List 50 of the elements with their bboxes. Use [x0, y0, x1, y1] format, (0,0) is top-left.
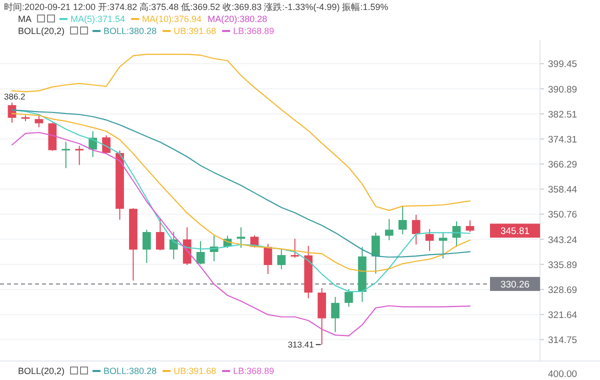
line-series: [11, 132, 471, 336]
annotation: 313.41: [288, 340, 314, 350]
candlestick: [344, 288, 353, 308]
candlestick: [196, 240, 205, 265]
y-tick-label: 350.76: [548, 210, 578, 221]
legend-label: UB:391.68: [174, 26, 216, 36]
candlestick: [34, 116, 44, 128]
candlestick: [277, 248, 286, 270]
y-tick-label: 366.29: [548, 160, 578, 171]
candlestick: [62, 141, 70, 169]
annotation: 386.2: [4, 92, 26, 102]
y-tick-label: 382.51: [548, 109, 578, 120]
y-tick-label: 328.69: [548, 284, 578, 296]
y-tick-label: 358.44: [548, 184, 578, 196]
candlestick: [385, 218, 394, 241]
y-tick-label: 343.24: [548, 234, 578, 246]
candlestick: [466, 220, 474, 233]
candlestick: [236, 226, 246, 248]
candlestick: [438, 232, 448, 259]
ref-line-label: 330.26: [500, 279, 530, 290]
y-tick-label: 321.64: [548, 310, 578, 322]
y-tick-label: 314.75: [548, 335, 578, 346]
candlestick: [412, 214, 420, 246]
legend-label: MA(5):371.54: [70, 14, 126, 24]
candlestick: [425, 228, 434, 252]
candlestick: [75, 145, 84, 166]
candlestick: [290, 238, 300, 258]
legend-label: LB:368.89: [233, 366, 274, 376]
text: 345.81: [500, 226, 530, 238]
y-tick-label: 399.45: [548, 59, 578, 70]
candlestick: [142, 229, 151, 264]
text: BOLL(20,2): [18, 366, 65, 376]
candlestick: [398, 205, 407, 235]
y-tick-label: 390.89: [548, 84, 578, 96]
candlestick: [331, 296, 340, 333]
text: UB:391.68: [174, 366, 216, 376]
candlestick: [156, 218, 164, 251]
text: 400.00: [548, 369, 578, 380]
text: BOLL(20,2): [18, 26, 65, 36]
y-tick-label: 335.89: [548, 260, 578, 271]
y-tick-label: 374.31: [548, 134, 578, 146]
text: LB:368.89: [233, 26, 274, 36]
text: BOLL:380.28: [104, 366, 157, 376]
text: MA(20):380.28: [208, 14, 268, 24]
legend-label: MA(10):376.94: [142, 14, 202, 24]
legend-label: BOLL:380.28: [104, 26, 157, 36]
text: MA: [18, 14, 32, 24]
candlestick: [372, 232, 380, 274]
text: 时间:2020-09-21 12:00 开:374.82 高:375.48 低:369.52 收:369.83 涨跌:-1.33%(-4.99) 振幅:1.59%: [4, 2, 388, 12]
candlestick: [102, 134, 110, 154]
